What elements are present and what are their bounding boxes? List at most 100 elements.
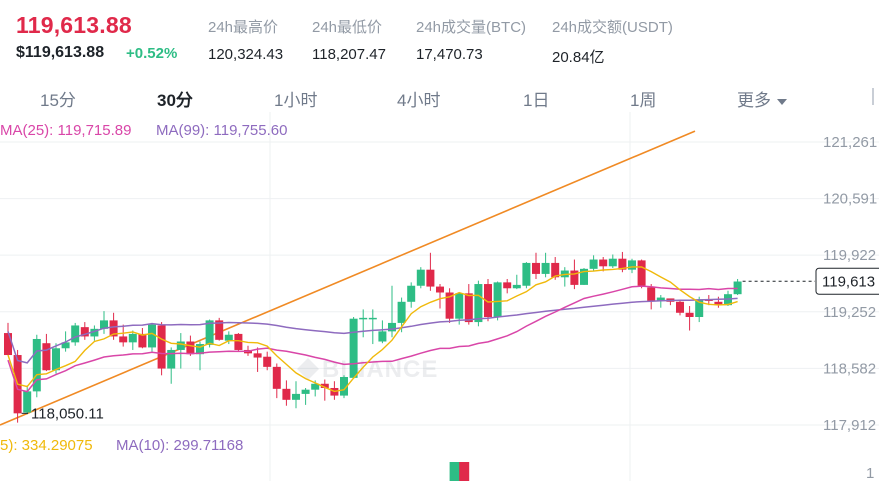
price-axis-label: 118,582 xyxy=(823,360,876,377)
price-axis-label: 121,261 xyxy=(823,134,877,151)
candle-body xyxy=(234,333,243,350)
candle-body xyxy=(215,320,224,340)
candle-body xyxy=(205,320,214,345)
candle-body xyxy=(407,285,416,302)
candle-body xyxy=(656,297,665,301)
stat-label: 24h成交额(USDT) xyxy=(552,19,673,36)
candle-body xyxy=(282,388,291,400)
candle-body xyxy=(512,284,521,289)
candle-body xyxy=(23,391,32,413)
candle-body xyxy=(589,259,598,269)
candle-body xyxy=(167,349,176,369)
candle-body xyxy=(695,299,704,318)
stat-24h-low: 24h最低价 118,207.47 xyxy=(312,16,386,63)
settings-icon[interactable] xyxy=(872,88,874,105)
candle-body xyxy=(119,336,128,343)
stat-24h-high: 24h最高价 120,324.43 xyxy=(208,16,283,63)
candle-body xyxy=(196,344,204,355)
candle-body xyxy=(253,353,262,358)
candle-body xyxy=(426,269,435,287)
candle-body xyxy=(455,293,464,319)
candle-body xyxy=(484,284,492,318)
volume-bars xyxy=(449,462,470,481)
stat-label: 24h成交量(BTC) xyxy=(416,19,527,36)
watermark-logo-icon xyxy=(297,358,319,380)
candlestick-chart-svg: BINANCE 119,613 118,050.11 121,261 120,59… xyxy=(0,112,879,482)
tab-15m[interactable]: 15分 xyxy=(40,91,76,110)
stat-label: 24h最低价 xyxy=(312,19,383,36)
candle-body xyxy=(551,262,560,278)
stat-value: 120,324.43 xyxy=(208,46,284,63)
candle-body xyxy=(570,270,579,285)
stat-label: 24h最高价 xyxy=(208,19,279,36)
candle-body xyxy=(42,343,51,371)
binance-watermark: BINANCE xyxy=(297,356,437,383)
candle-body xyxy=(416,269,425,286)
volume-axis-label: 1 xyxy=(866,465,874,481)
candle-body xyxy=(445,292,454,319)
tab-4h[interactable]: 4小时 xyxy=(397,91,441,110)
stat-24h-volume-btc: 24h成交量(BTC) 17,470.73 xyxy=(416,16,526,63)
candle-body xyxy=(80,327,89,337)
tab-1h[interactable]: 1小时 xyxy=(274,91,318,110)
candle-body xyxy=(349,318,358,378)
candle-body xyxy=(503,282,512,289)
price-axis-label: 120,591 xyxy=(823,191,877,208)
price-chart[interactable]: BINANCE 119,613 118,050.11 121,261 120,59… xyxy=(0,112,879,482)
change-percent: +0.52% xyxy=(126,45,178,62)
candle-body xyxy=(320,383,329,388)
stat-value: 17,470.73 xyxy=(416,46,483,63)
more-intervals-button[interactable]: 更多 xyxy=(737,86,787,111)
chevron-down-icon xyxy=(777,98,787,105)
candle-body xyxy=(340,377,348,396)
candle-body xyxy=(359,317,368,320)
tab-1w[interactable]: 1周 xyxy=(630,91,657,110)
tab-30m[interactable]: 30分 xyxy=(157,91,193,110)
candle-body xyxy=(32,338,41,392)
ma99-line xyxy=(7,297,738,364)
candle-body xyxy=(311,383,320,390)
candle-body xyxy=(474,284,483,323)
interval-tabs: 15分 30分 1小时 4小时 1日 1周 更多 xyxy=(0,80,879,114)
candles xyxy=(4,251,742,423)
more-label: 更多 xyxy=(737,91,771,110)
candle-body xyxy=(186,341,195,355)
usd-price: $119,613.88 xyxy=(16,44,105,61)
price-axis-label: 119,922 xyxy=(823,247,876,264)
candle-body xyxy=(368,317,377,320)
candle-body xyxy=(148,324,156,348)
candle-body xyxy=(272,366,281,389)
candle-body xyxy=(388,322,396,332)
candle-body xyxy=(493,282,502,318)
ticker-header: 119,613.88 $119,613.88 +0.52% 24h最高价 120… xyxy=(0,0,879,74)
volume-bar xyxy=(449,462,460,481)
current-price-label: 119,613 xyxy=(822,273,875,290)
candle-body xyxy=(224,334,233,341)
candle-body xyxy=(464,293,473,323)
volume-bar xyxy=(459,462,470,481)
trendline xyxy=(0,130,696,426)
candle-body xyxy=(618,258,627,270)
candle-body xyxy=(61,342,70,349)
low-price-marker: 118,050.11 xyxy=(21,405,104,422)
candle-body xyxy=(52,348,60,371)
tab-1d[interactable]: 1日 xyxy=(523,91,550,110)
candle-body xyxy=(436,286,444,293)
stat-value: 20.84亿 xyxy=(552,49,605,66)
low-marker-label: 118,050.11 xyxy=(31,405,104,422)
current-price-tag: 119,613 xyxy=(815,267,879,295)
candle-body xyxy=(685,312,694,318)
candle-body xyxy=(138,333,147,348)
stat-24h-turnover-usdt: 24h成交额(USDT) 20.84亿 xyxy=(552,16,673,67)
ma99-indicator: MA(99): 119,755.60 xyxy=(156,122,288,139)
candle-body xyxy=(599,259,608,267)
ma25-indicator: MA(25): 119,715.89 xyxy=(0,122,132,139)
ma25-line xyxy=(7,285,738,393)
candle-body xyxy=(157,325,166,369)
price-axis: 121,261 120,591 119,922 119,252 118,582 117,9… xyxy=(823,134,877,434)
candle-body xyxy=(580,268,588,285)
candle-body xyxy=(109,320,118,337)
candle-body xyxy=(292,393,300,400)
price-axis-label: 117,912 xyxy=(823,417,876,434)
stat-value: 118,207.47 xyxy=(312,46,386,63)
